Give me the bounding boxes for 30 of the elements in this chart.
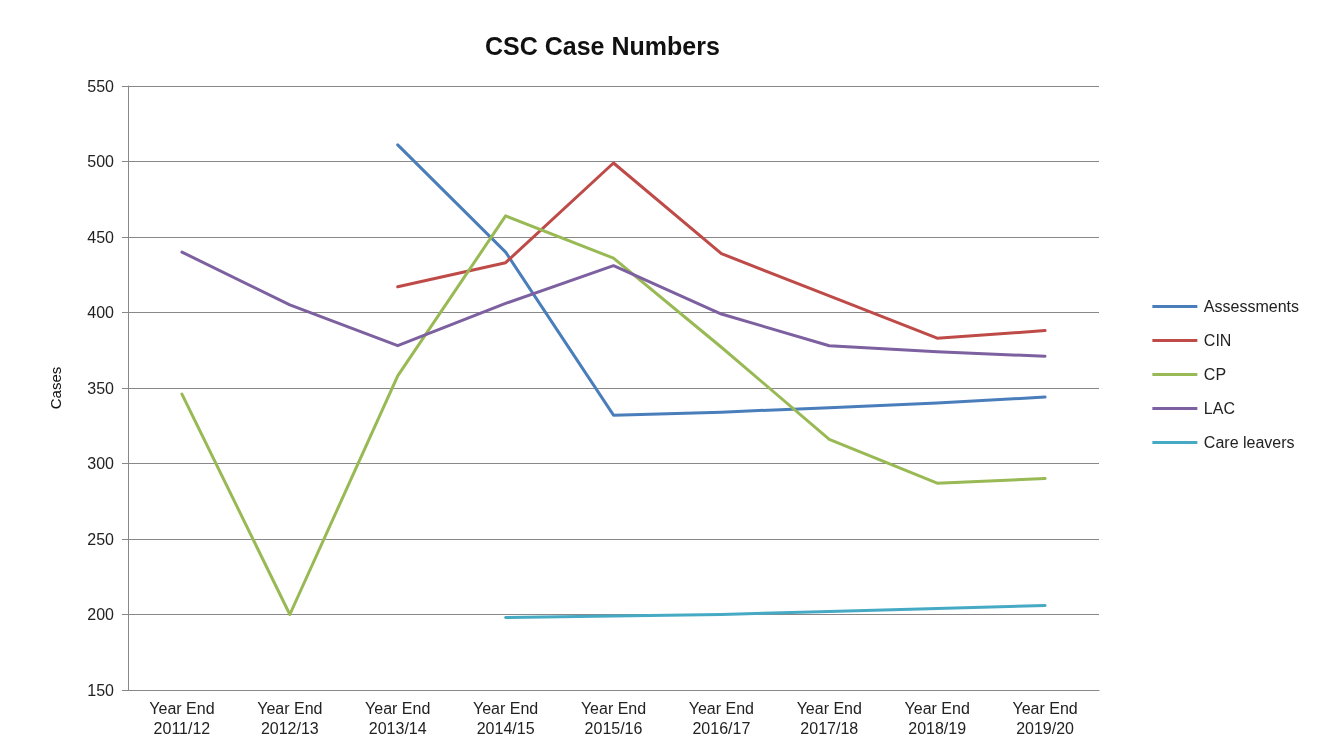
x-tick-label: Year End 2013/14	[365, 699, 431, 737]
y-tick-label: 500	[87, 153, 115, 170]
y-tick-label: 550	[87, 77, 115, 95]
line-series	[396, 161, 1047, 340]
x-tick-label: Year End 2018/19	[904, 699, 970, 737]
y-tick-label: 250	[87, 530, 115, 548]
x-tick-label: Year End 2019/20	[1012, 699, 1078, 737]
x-tick-label: Year End 2012/13	[257, 699, 323, 737]
y-tick-label: 150	[87, 681, 115, 699]
x-tick-label: Year End 2011/12	[149, 699, 215, 737]
x-tick-label: Year End 2015/16	[580, 699, 647, 737]
legend-label: Assessments	[1203, 298, 1299, 315]
legend-label: CIN	[1203, 332, 1232, 349]
x-tick-label: Year End 2014/15	[472, 699, 539, 737]
legend-label: CP	[1203, 366, 1227, 383]
chart-title: CSC Case Numbers	[485, 31, 720, 60]
y-tick-label: 300	[87, 455, 115, 472]
x-tick-label: Year End 2016/17	[688, 699, 755, 737]
line-series	[396, 143, 1047, 417]
y-tick-label: 400	[87, 304, 115, 321]
y-axis-title: Cases	[47, 366, 64, 410]
legend-label: Care leavers	[1203, 434, 1295, 451]
x-tick-label: Year End 2017/18	[796, 699, 862, 737]
y-tick-label: 450	[87, 228, 115, 246]
line-series	[180, 214, 1047, 616]
y-tick-label: 350	[87, 379, 115, 397]
line-series	[180, 250, 1047, 358]
line-series	[504, 603, 1047, 620]
y-tick-label: 200	[87, 606, 115, 623]
legend-label: LAC	[1203, 400, 1235, 417]
